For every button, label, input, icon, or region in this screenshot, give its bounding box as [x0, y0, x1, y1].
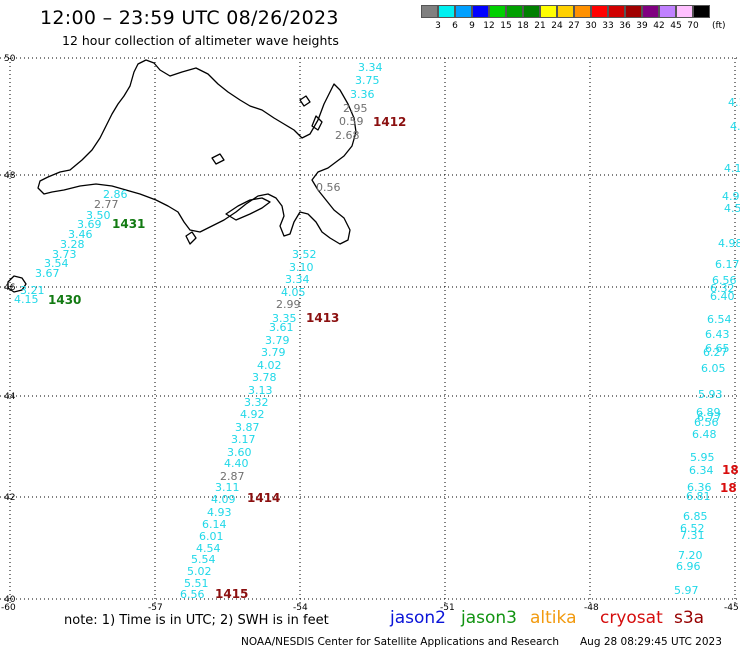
latitude-label: 42	[4, 493, 15, 503]
pass-label: 1414	[247, 491, 280, 505]
swh-value: 6.96	[676, 560, 701, 573]
swh-value: 3.17	[231, 433, 256, 446]
swh-value: 3.79	[261, 346, 286, 359]
latitude-label: 48	[4, 171, 16, 181]
swh-value: 4.98	[718, 237, 740, 250]
page-subtitle: 12 hour collection of altimeter wave hei…	[62, 33, 339, 48]
colorbar-swatch	[693, 5, 710, 18]
swh-value: 4.40	[224, 457, 249, 470]
colorbar-swatch	[642, 5, 659, 18]
swh-value: 6.17	[715, 258, 740, 271]
pass-label: 1431	[112, 217, 145, 231]
longitude-label: -48	[584, 603, 599, 613]
latitude-label: 46	[4, 283, 16, 293]
swh-value: 5.95	[690, 451, 715, 464]
swh-value: 5.97	[674, 584, 699, 597]
latitude-label: 50	[4, 54, 16, 64]
colorbar-swatch	[421, 5, 438, 18]
legend-s3a: s3a	[674, 608, 704, 628]
swh-value: 4.1	[724, 162, 740, 175]
legend-jason2: jason2	[390, 608, 446, 628]
pass-label: 1415	[215, 587, 248, 601]
legend-altika: altika	[530, 608, 577, 628]
swh-value: 6.05	[701, 362, 726, 375]
swh-value: 6.27	[703, 346, 728, 359]
colorbar-swatch	[438, 5, 455, 18]
legend-jason3: jason3	[461, 608, 517, 628]
swh-value: 6.54	[707, 313, 732, 326]
swh-value: 2.68	[335, 129, 360, 142]
footer-note: note: 1) Time is in UTC; 2) SWH is in fe…	[64, 613, 329, 628]
swh-value: 2.95	[343, 102, 368, 115]
longitude-label: -54	[293, 603, 308, 613]
pass-label: 18	[720, 481, 737, 495]
colorbar-swatch	[489, 5, 506, 18]
swh-value: 3.75	[355, 74, 380, 87]
swh-value: 4.1	[728, 96, 740, 109]
colorbar-swatch	[472, 5, 489, 18]
swh-value: 6.56	[180, 588, 205, 601]
wave-height-map: 504846444240-60 -57 -54 -51 -48 -45 3.343.753…	[0, 0, 740, 650]
swh-value: 6.48	[692, 428, 717, 441]
swh-value: 3.67	[35, 267, 60, 280]
swh-value: 2.99	[276, 298, 301, 311]
longitude-label: -60	[1, 603, 16, 613]
footer-timestamp: Aug 28 08:29:45 UTC 2023	[580, 636, 722, 648]
colorbar-unit: (ft)	[712, 21, 726, 31]
swh-value: 3.61	[269, 321, 294, 334]
pass-label: 18	[722, 463, 739, 477]
swh-value: 0.56	[316, 181, 341, 194]
colorbar-swatch	[591, 5, 608, 18]
colorbar-swatch	[540, 5, 557, 18]
legend-cryosat: cryosat	[600, 608, 663, 628]
swh-value: 6.43	[705, 328, 730, 341]
swh-value: 4.15	[14, 293, 39, 306]
colorbar-swatch	[608, 5, 625, 18]
latitude-label: 44	[4, 392, 16, 402]
pass-label: 1413	[306, 311, 339, 325]
swh-value: 6.40	[710, 290, 735, 303]
swh-value: 4.5	[724, 202, 740, 215]
swh-value: 3.34	[358, 61, 383, 74]
footer-credit: NOAA/NESDIS Center for Satellite Applica…	[241, 636, 559, 648]
swh-value: 6.81	[686, 490, 711, 503]
longitude-label: -45	[724, 603, 739, 613]
swh-value: 3.52	[292, 248, 317, 261]
colorbar-swatch	[574, 5, 591, 18]
swh-value: 3.36	[350, 88, 375, 101]
swh-value: 4.2	[730, 120, 740, 133]
swh-value: 3.78	[252, 371, 277, 384]
swh-value: 6.34	[689, 464, 714, 477]
colorbar-swatch	[455, 5, 472, 18]
colorbar-swatch	[523, 5, 540, 18]
colorbar-swatch	[506, 5, 523, 18]
swh-value: 7.31	[680, 529, 705, 542]
longitude-label: -57	[148, 603, 163, 613]
swh-value: 3.34	[285, 273, 310, 286]
pass-label: 1412	[373, 115, 406, 129]
swh-value: 4.09	[211, 493, 236, 506]
page-title: 12:00 – 23:59 UTC 08/26/2023	[40, 7, 339, 29]
colorbar-swatch	[659, 5, 676, 18]
colorbar-swatch	[676, 5, 693, 18]
colorbar-swatch	[625, 5, 642, 18]
swh-value: 5.93	[698, 388, 723, 401]
swh-value: 4.92	[240, 408, 265, 421]
colorbar-swatch	[557, 5, 574, 18]
pass-label: 1430	[48, 293, 81, 307]
swh-value: 0.59	[339, 115, 364, 128]
colorbar-tick: 70	[681, 21, 705, 31]
